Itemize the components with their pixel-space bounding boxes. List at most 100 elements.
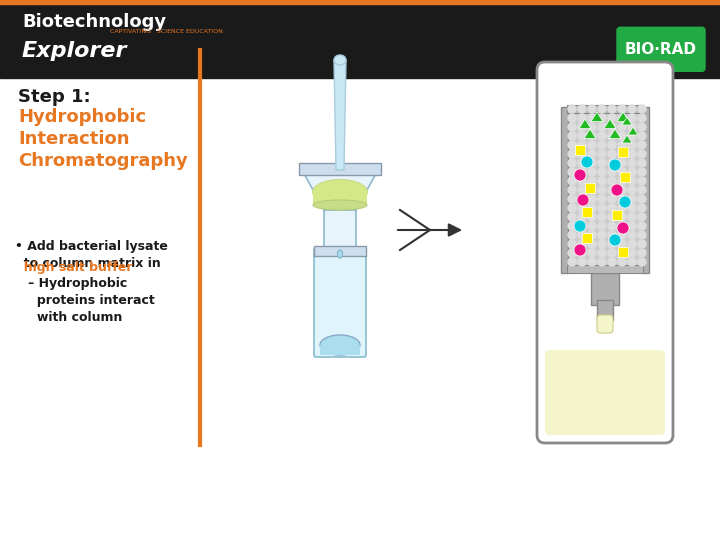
Circle shape — [568, 168, 576, 176]
Circle shape — [578, 168, 586, 176]
Text: • Add bacterial lysate
  to column matrix in: • Add bacterial lysate to column matrix … — [15, 240, 168, 270]
FancyBboxPatch shape — [537, 62, 673, 443]
Bar — [561, 107, 568, 273]
Circle shape — [638, 114, 646, 122]
Polygon shape — [334, 60, 346, 170]
Circle shape — [578, 222, 586, 230]
Circle shape — [609, 234, 621, 246]
Circle shape — [608, 231, 616, 239]
Bar — [567, 110, 643, 270]
Circle shape — [618, 150, 626, 158]
Ellipse shape — [334, 55, 346, 65]
Circle shape — [588, 222, 596, 230]
Circle shape — [608, 204, 616, 212]
Circle shape — [628, 105, 636, 113]
Circle shape — [638, 249, 646, 257]
Circle shape — [568, 114, 576, 122]
Polygon shape — [604, 119, 616, 129]
Circle shape — [588, 123, 596, 131]
Circle shape — [568, 132, 576, 140]
Circle shape — [578, 150, 586, 158]
Circle shape — [608, 258, 616, 266]
Circle shape — [628, 168, 636, 176]
Circle shape — [578, 204, 586, 212]
Circle shape — [568, 204, 576, 212]
Circle shape — [628, 177, 636, 185]
Circle shape — [574, 169, 586, 181]
Circle shape — [618, 159, 626, 167]
Circle shape — [618, 177, 626, 185]
Polygon shape — [584, 129, 596, 139]
Text: Step 1:: Step 1: — [18, 88, 91, 106]
Circle shape — [578, 258, 586, 266]
Circle shape — [618, 204, 626, 212]
Circle shape — [581, 156, 593, 168]
Circle shape — [588, 204, 596, 212]
Ellipse shape — [320, 335, 360, 355]
Circle shape — [568, 105, 576, 113]
Circle shape — [618, 195, 626, 203]
Bar — [642, 107, 649, 273]
Circle shape — [618, 132, 626, 140]
Circle shape — [608, 186, 616, 194]
Circle shape — [638, 186, 646, 194]
Circle shape — [598, 123, 606, 131]
Circle shape — [578, 231, 586, 239]
Bar — [575, 145, 585, 155]
Circle shape — [578, 240, 586, 248]
Text: CAPTIVATING   SCIENCE EDUCATION: CAPTIVATING SCIENCE EDUCATION — [110, 29, 223, 34]
Bar — [620, 172, 630, 182]
Circle shape — [638, 150, 646, 158]
FancyBboxPatch shape — [314, 248, 366, 357]
Circle shape — [578, 114, 586, 122]
Circle shape — [598, 150, 606, 158]
Circle shape — [628, 258, 636, 266]
Circle shape — [598, 177, 606, 185]
Circle shape — [638, 123, 646, 131]
Circle shape — [568, 186, 576, 194]
Circle shape — [568, 249, 576, 257]
Circle shape — [588, 249, 596, 257]
Circle shape — [598, 105, 606, 113]
Circle shape — [578, 177, 586, 185]
Circle shape — [628, 240, 636, 248]
Bar — [320, 345, 360, 355]
Circle shape — [588, 141, 596, 149]
Circle shape — [578, 159, 586, 167]
Circle shape — [628, 231, 636, 239]
Circle shape — [638, 195, 646, 203]
Circle shape — [578, 105, 586, 113]
Circle shape — [588, 114, 596, 122]
Text: high salt buffer: high salt buffer — [15, 261, 132, 274]
Circle shape — [638, 168, 646, 176]
Circle shape — [618, 186, 626, 194]
Bar — [0, 0, 720, 4]
Circle shape — [619, 196, 631, 208]
Polygon shape — [617, 112, 629, 122]
Circle shape — [628, 114, 636, 122]
Circle shape — [598, 168, 606, 176]
Circle shape — [618, 168, 626, 176]
Circle shape — [608, 141, 616, 149]
Circle shape — [618, 123, 626, 131]
Circle shape — [598, 159, 606, 167]
Circle shape — [608, 114, 616, 122]
Circle shape — [628, 195, 636, 203]
Circle shape — [608, 222, 616, 230]
Circle shape — [588, 186, 596, 194]
Polygon shape — [579, 119, 591, 129]
Circle shape — [578, 186, 586, 194]
Circle shape — [588, 258, 596, 266]
Polygon shape — [591, 112, 603, 122]
Circle shape — [608, 159, 616, 167]
Circle shape — [588, 168, 596, 176]
FancyBboxPatch shape — [597, 315, 613, 333]
Circle shape — [568, 195, 576, 203]
Bar — [612, 210, 622, 220]
Bar — [313, 192, 367, 205]
Circle shape — [568, 213, 576, 221]
Circle shape — [638, 141, 646, 149]
Circle shape — [598, 213, 606, 221]
Text: BIO·RAD: BIO·RAD — [625, 42, 697, 57]
Circle shape — [628, 141, 636, 149]
